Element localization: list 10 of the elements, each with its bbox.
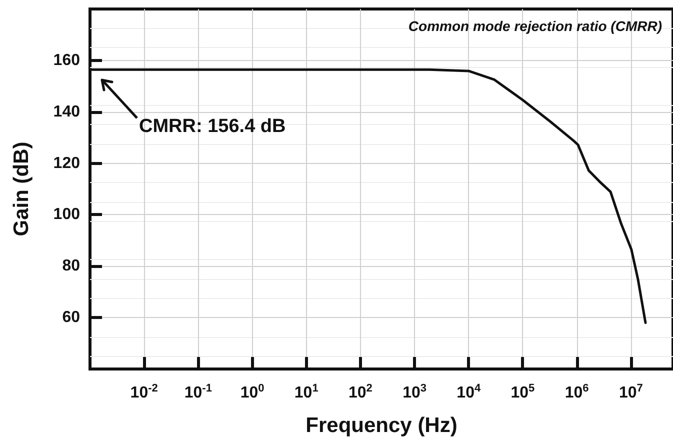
y-tick-label: 160 — [53, 52, 80, 69]
annotation: CMRR: 156.4 dB — [139, 116, 286, 138]
x-axis-title: Frequency (Hz) — [306, 414, 458, 437]
y-axis-title: Gain (dB) — [10, 142, 33, 236]
y-tick-label: 80 — [62, 258, 80, 275]
y-tick-label: 100 — [53, 206, 80, 224]
y-tick-label: 60 — [62, 309, 80, 326]
y-tick-label: 140 — [53, 103, 80, 120]
y-tick-label: 120 — [53, 154, 80, 172]
text: Common mode rejection ratio (CMRR) — [408, 18, 662, 34]
